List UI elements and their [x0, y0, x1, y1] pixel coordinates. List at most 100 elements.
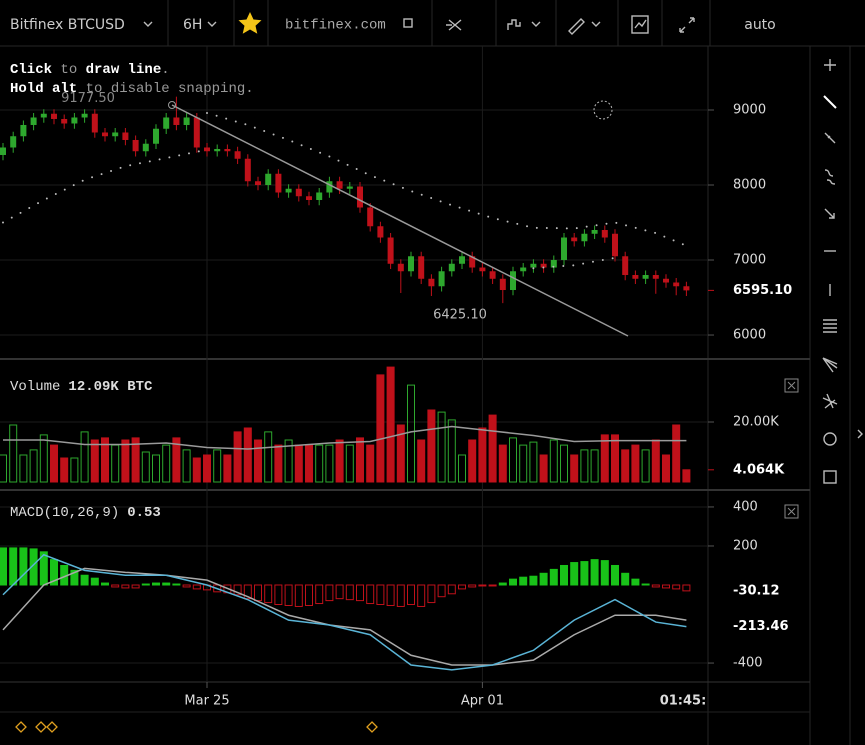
- candle-body: [367, 207, 374, 227]
- copy-icon[interactable]: [403, 18, 413, 28]
- favorite-star[interactable]: [238, 12, 262, 34]
- tool-line[interactable]: [823, 95, 837, 109]
- volume-bar: [366, 444, 375, 483]
- volume-bar: [641, 449, 650, 483]
- candle-body: [438, 271, 445, 287]
- interval-button[interactable]: 6H: [183, 17, 202, 33]
- compare-icon[interactable]: [446, 19, 462, 31]
- volume-bar: [376, 374, 385, 483]
- trend-line-drawing[interactable]: [171, 104, 629, 337]
- volume-bar: [264, 431, 273, 483]
- macd-histogram-bar: [111, 584, 120, 588]
- tool-curve[interactable]: [824, 169, 836, 185]
- volume-ma: [3, 425, 687, 450]
- candle-body: [520, 267, 527, 272]
- volume-bar: [590, 449, 599, 483]
- macd-histogram-bar: [376, 584, 385, 606]
- candle-body: [591, 230, 598, 234]
- macd-histogram-bar: [335, 584, 344, 600]
- chart-type-icon[interactable]: [507, 19, 521, 30]
- macd-histogram-bar: [427, 584, 436, 604]
- volume-bar: [60, 457, 69, 483]
- tool-fan[interactable]: [822, 357, 838, 373]
- volume-bar: [50, 444, 58, 483]
- histogram-last-label: -30.12: [733, 583, 780, 598]
- toolbar: Bitfinex BTCUSD 6H bitfinex.com auto: [0, 0, 865, 47]
- macd-histogram-bar: [70, 569, 79, 586]
- volume-bar: [162, 444, 171, 483]
- close-volume[interactable]: [784, 378, 799, 393]
- candle-body: [10, 136, 17, 148]
- candle-body: [510, 271, 516, 291]
- macd-histogram-bar: [274, 584, 283, 606]
- volume-bar: [407, 384, 415, 483]
- trend-line-anchor[interactable]: [168, 101, 176, 109]
- volume-bar: [580, 449, 589, 483]
- tool-gann[interactable]: [822, 393, 838, 409]
- macd-histogram-bar: [580, 561, 589, 586]
- macd-histogram-bar: [29, 548, 38, 586]
- signal-line: [2, 567, 687, 666]
- candle-body: [377, 226, 384, 238]
- macd-histogram-bar: [80, 574, 89, 586]
- candle-body: [418, 256, 425, 279]
- grid: [0, 46, 714, 688]
- fullscreen-icon[interactable]: [679, 17, 695, 33]
- y-tick-label: 6000: [733, 328, 766, 343]
- last-price-label: 6595.10: [733, 283, 792, 298]
- candle-body: [652, 275, 659, 279]
- indicators-icon[interactable]: [631, 15, 649, 34]
- candle-body: [193, 117, 200, 148]
- volume-bar: [611, 434, 619, 483]
- y-tick-label: 400: [733, 499, 758, 514]
- macd-histogram-bar: [141, 583, 150, 586]
- macd-histogram-bar: [651, 584, 660, 588]
- draw-icon[interactable]: [568, 18, 585, 35]
- volume-bar: [70, 457, 79, 483]
- macd-histogram-bar: [417, 584, 426, 607]
- tool-cross[interactable]: [824, 59, 836, 71]
- macd-histogram-bar: [182, 584, 191, 588]
- chevron: [207, 21, 217, 27]
- tool-rect[interactable]: [823, 470, 837, 484]
- volume-bar: [274, 444, 283, 483]
- scale-mode-button[interactable]: auto: [744, 17, 776, 33]
- tool-circle[interactable]: [823, 432, 837, 446]
- tool-fib[interactable]: [823, 319, 837, 333]
- event[interactable]: [35, 721, 47, 733]
- volume-bar: [447, 419, 456, 483]
- volume-bar: [478, 427, 487, 483]
- hint-segment: to disable snapping.: [77, 81, 253, 97]
- volume-bar: [651, 439, 660, 483]
- macd-histogram-bar: [121, 584, 130, 589]
- volume-bar: [172, 437, 181, 483]
- candle-body: [397, 263, 404, 272]
- volume-bar: [141, 451, 150, 483]
- close-macd[interactable]: [784, 504, 799, 519]
- volume-bar: [345, 444, 354, 483]
- sidebar-toggle[interactable]: [857, 429, 863, 439]
- candle-body: [183, 117, 190, 125]
- tool-arrow[interactable]: [824, 208, 835, 219]
- volume-bar: [396, 424, 405, 483]
- event[interactable]: [46, 721, 58, 733]
- volume-title: Volume: [10, 379, 60, 395]
- event[interactable]: [366, 721, 378, 733]
- volume-bar: [570, 454, 579, 483]
- macd-histogram-bar: [631, 578, 640, 586]
- candle-body: [469, 256, 476, 268]
- y-tick-label: 8000: [733, 177, 766, 192]
- x-tick-label: Mar 25: [184, 694, 229, 709]
- candle-body: [71, 117, 78, 124]
- tool-ray[interactable]: [824, 132, 836, 144]
- plots: [0, 96, 691, 671]
- source-link[interactable]: bitfinex.com: [285, 18, 386, 34]
- macd-histogram-bar: [294, 584, 303, 607]
- volume-bar: [192, 457, 201, 483]
- symbol-button[interactable]: Bitfinex BTCUSD: [10, 17, 125, 33]
- volume-bar: [498, 444, 507, 483]
- event[interactable]: [15, 721, 27, 733]
- macd-header: MACD(10,26,9) 0.53: [10, 505, 161, 521]
- candle-body: [673, 282, 680, 287]
- macd-histogram-bar: [254, 584, 262, 602]
